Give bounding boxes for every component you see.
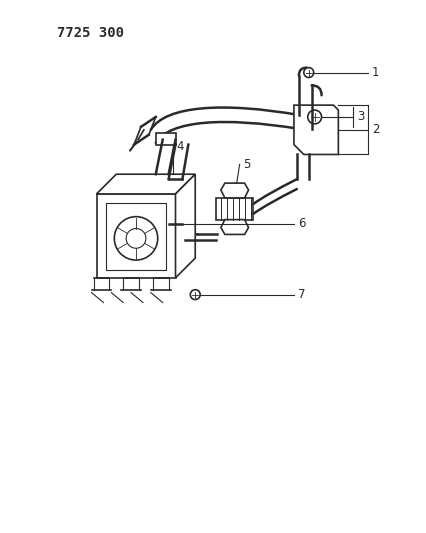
Text: 1: 1 [371,66,379,79]
Circle shape [190,290,200,300]
Circle shape [114,216,157,260]
Polygon shape [220,183,248,198]
Text: 7725 300: 7725 300 [57,26,124,40]
Circle shape [307,110,321,124]
FancyBboxPatch shape [155,133,175,144]
Text: 7: 7 [297,288,305,301]
Text: 6: 6 [297,217,305,230]
Polygon shape [220,220,248,235]
Polygon shape [96,194,175,278]
Text: 3: 3 [356,110,364,124]
Text: 5: 5 [243,158,250,171]
FancyBboxPatch shape [106,203,165,270]
Polygon shape [175,174,195,278]
Polygon shape [96,174,195,194]
Text: 4: 4 [176,140,184,153]
Circle shape [126,229,146,248]
Circle shape [303,68,313,77]
Polygon shape [293,105,337,155]
Text: 2: 2 [371,123,379,136]
FancyBboxPatch shape [216,198,253,220]
